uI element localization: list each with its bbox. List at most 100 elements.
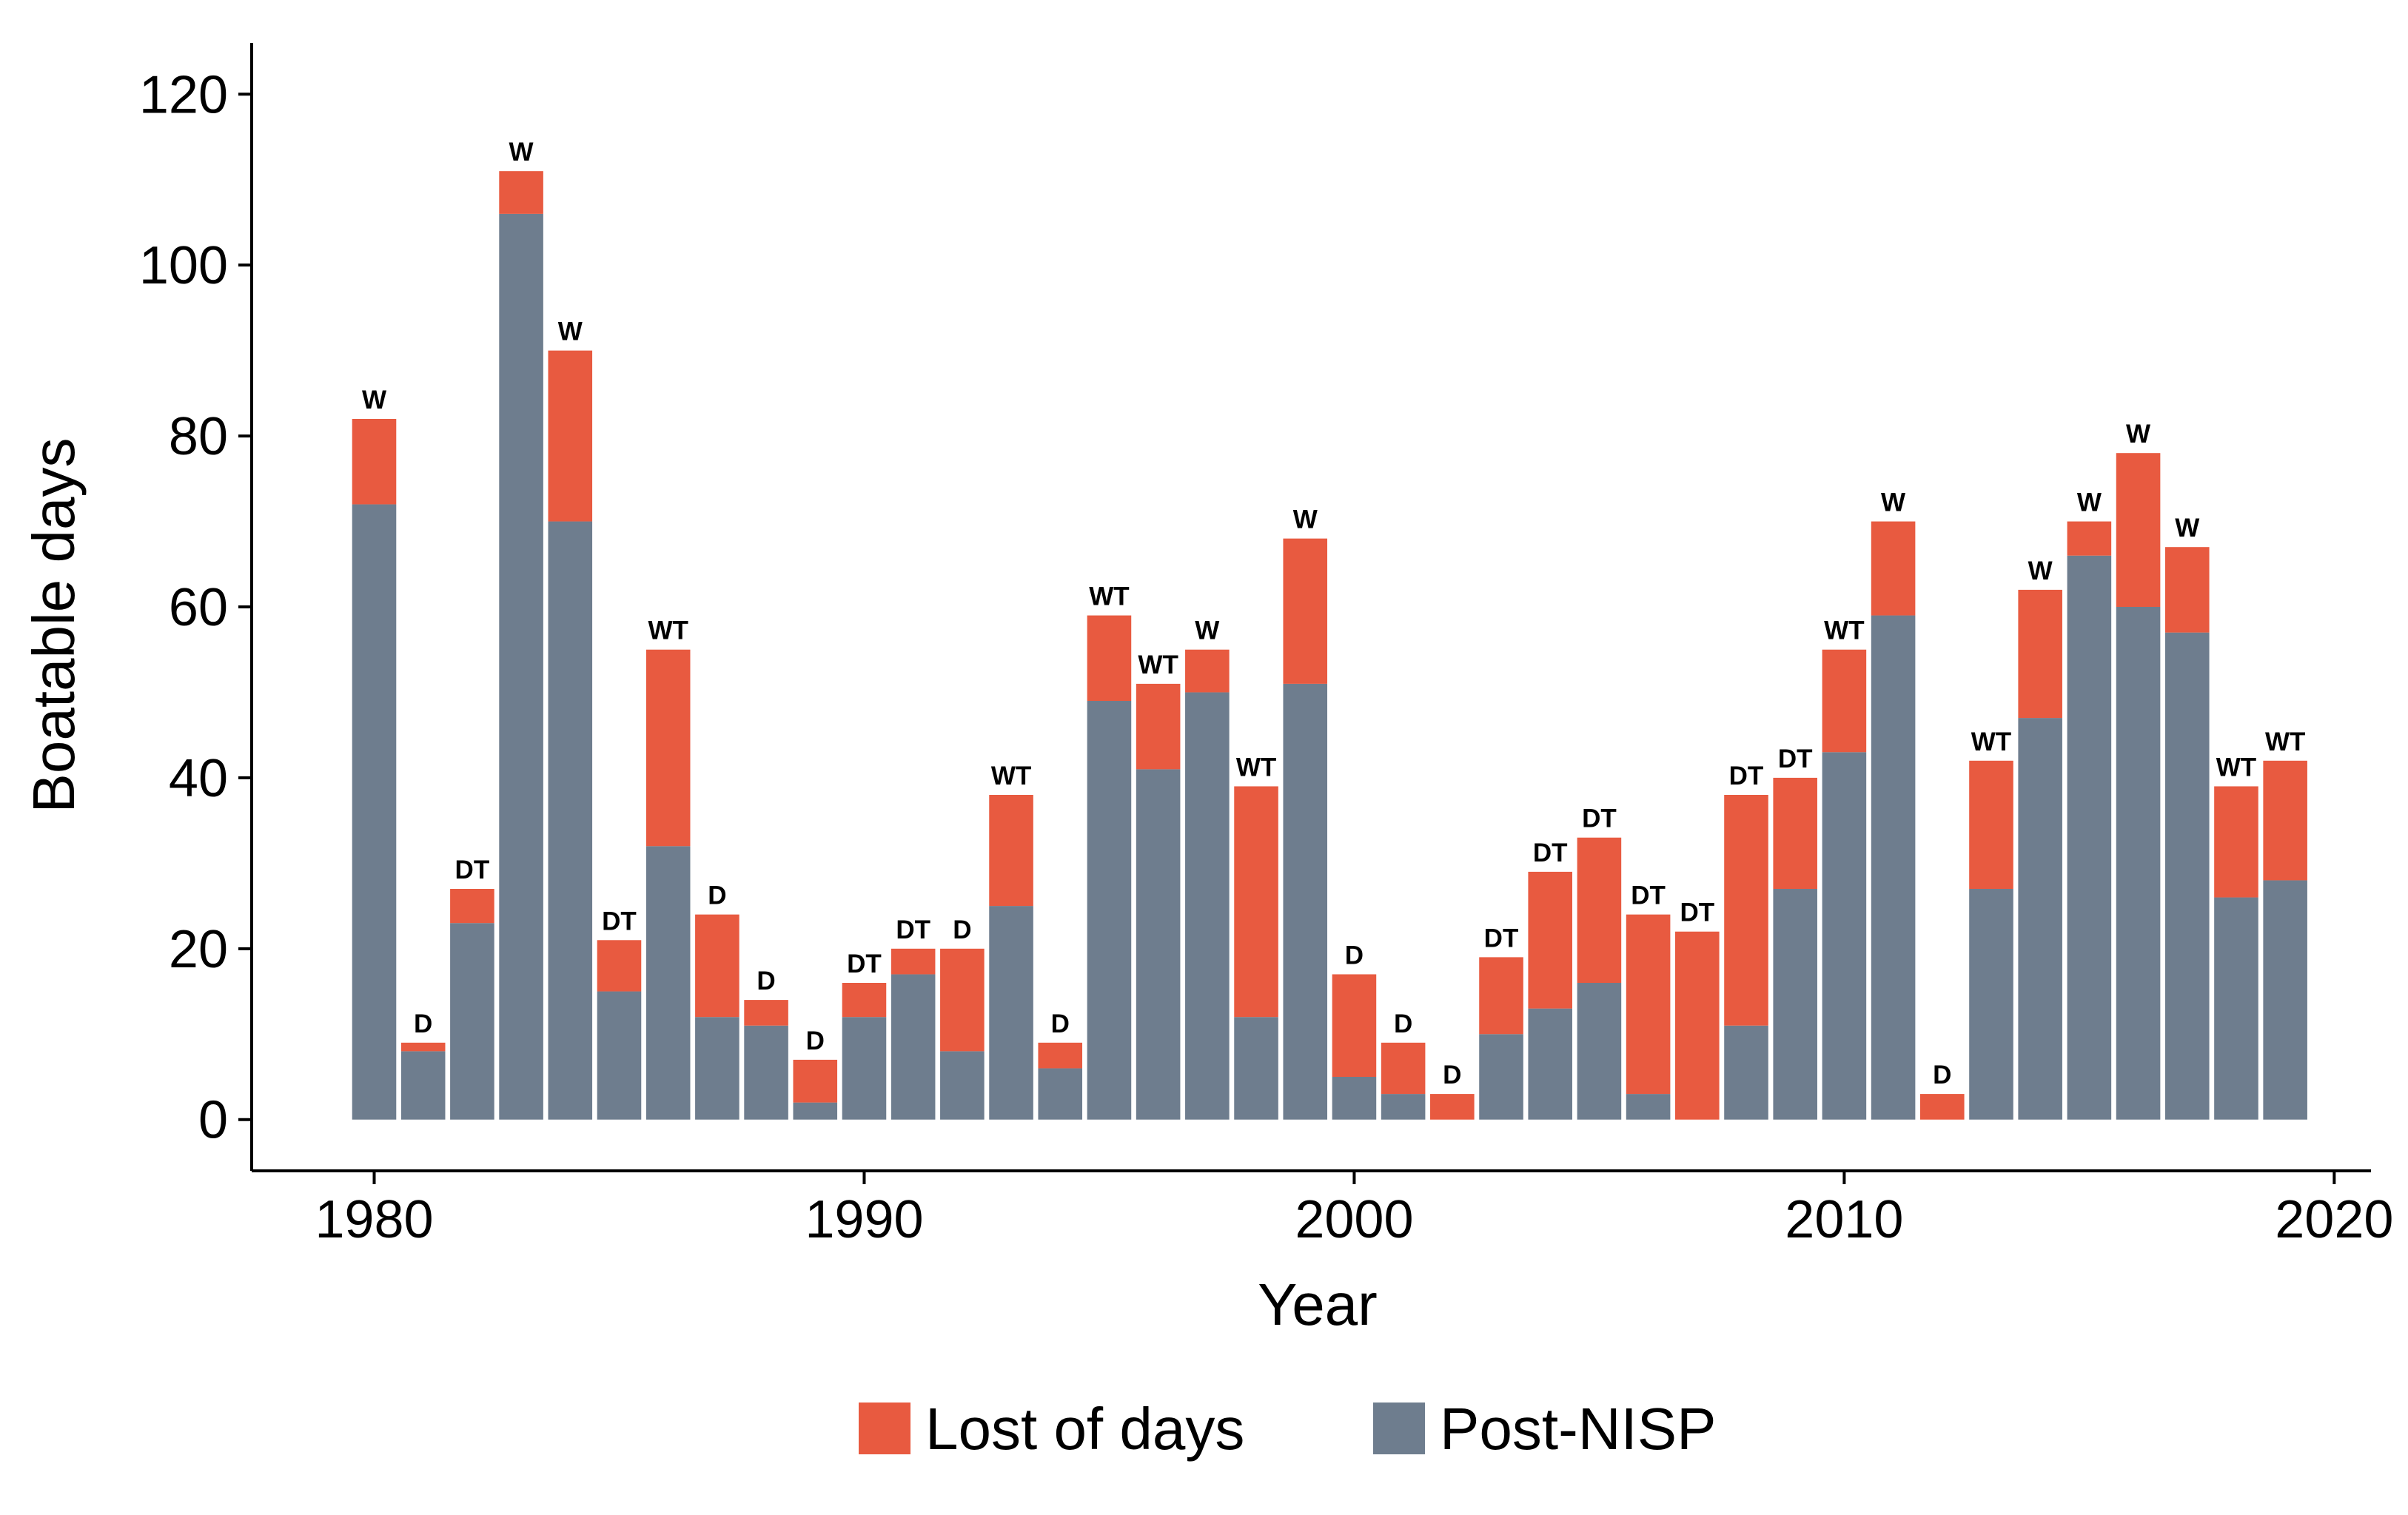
bar-lost-days-1995: [1087, 615, 1132, 701]
bar-post-nisp-2000: [1332, 1077, 1377, 1120]
x-tick-label-2020: 2020: [2275, 1190, 2393, 1249]
bar-lost-days-2018: [2214, 786, 2258, 898]
bar-post-nisp-1987: [695, 1017, 739, 1120]
bar-lost-days-1985: [597, 940, 642, 992]
bar-lost-days-1980: [352, 419, 397, 505]
bar-label-2005: DT: [1582, 804, 1617, 833]
bar-label-1994: D: [1051, 1010, 1070, 1038]
bar-lost-days-2008: [1724, 795, 1768, 1026]
bar-lost-days-1999: [1283, 538, 1328, 684]
bar-label-1992: D: [953, 916, 971, 944]
bar-post-nisp-1990: [842, 1017, 887, 1120]
bar-post-nisp-2005: [1577, 983, 1622, 1120]
bar-lost-days-1984: [548, 350, 593, 522]
bar-lost-days-2013: [1969, 760, 2013, 889]
bar-label-2016: W: [2126, 420, 2150, 449]
bar-lost-days-2003: [1479, 957, 1523, 1035]
bar-post-nisp-2006: [1626, 1094, 1671, 1120]
bar-lost-days-2010: [1822, 649, 1867, 753]
bar-lost-days-2011: [1871, 521, 1916, 616]
bar-lost-days-1982: [450, 889, 494, 924]
bar-label-2001: D: [1394, 1010, 1412, 1038]
bar-lost-days-2004: [1528, 871, 1572, 1009]
y-tick-label-20: 20: [169, 920, 228, 979]
bar-post-nisp-1988: [744, 1025, 788, 1120]
bar-label-2004: DT: [1533, 839, 1568, 867]
bars-layer: [352, 171, 2307, 1120]
bar-lost-days-2012: [1919, 1094, 1965, 1120]
bar-label-2002: D: [1443, 1061, 1461, 1089]
y-tick-label-0: 0: [198, 1091, 228, 1150]
legend: Lost of days Post-NISP: [859, 1396, 1716, 1462]
bar-label-2013: WT: [1971, 728, 2011, 756]
y-tick-label-120: 120: [139, 65, 228, 124]
bar-post-nisp-1982: [450, 923, 494, 1120]
bar-post-nisp-1999: [1283, 683, 1328, 1120]
bar-post-nisp-2014: [2018, 718, 2062, 1120]
bar-post-nisp-2018: [2214, 897, 2258, 1120]
bar-post-nisp-1984: [548, 521, 593, 1120]
bar-label-1982: DT: [455, 856, 490, 884]
bar-label-1989: D: [806, 1027, 825, 1055]
legend-swatch-0: [859, 1403, 910, 1454]
bar-post-nisp-1995: [1087, 701, 1132, 1120]
bar-lost-days-2019: [2263, 760, 2307, 881]
bar-post-nisp-2015: [2067, 555, 2112, 1120]
bar-label-1995: WT: [1089, 582, 1129, 611]
y-tick-label-80: 80: [169, 407, 228, 466]
bar-labels-layer: W D DT W W DT WT D D D DT DT D WT D WT WT W WT W D D D DT DT DT DT…: [362, 138, 2305, 1089]
y-tick-label-60: 60: [169, 578, 228, 637]
bar-post-nisp-2013: [1969, 889, 2013, 1120]
bar-label-1980: W: [362, 386, 386, 414]
bar-label-1993: WT: [991, 762, 1031, 790]
bar-post-nisp-1998: [1234, 1017, 1278, 1120]
bar-post-nisp-2008: [1724, 1025, 1768, 1120]
bar-post-nisp-2003: [1479, 1034, 1523, 1120]
bar-lost-days-2005: [1577, 837, 1622, 983]
bar-lost-days-1990: [842, 983, 887, 1018]
legend-swatch-1: [1373, 1403, 1425, 1454]
legend-label-1: Post-NISP: [1440, 1396, 1716, 1462]
bar-lost-days-2006: [1626, 914, 1671, 1095]
y-tick-label-40: 40: [169, 749, 228, 808]
x-tick-label-2010: 2010: [1785, 1190, 1903, 1249]
bar-label-2007: DT: [1680, 898, 1714, 927]
bar-lost-days-1988: [744, 1000, 788, 1026]
bar-post-nisp-1983: [499, 213, 543, 1120]
bar-lost-days-1992: [940, 948, 985, 1052]
bar-post-nisp-2011: [1871, 615, 1916, 1120]
bar-post-nisp-2017: [2164, 632, 2210, 1120]
bar-lost-days-1986: [645, 649, 691, 847]
bar-post-nisp-1997: [1185, 692, 1230, 1120]
legend-label-0: Lost of days: [925, 1396, 1244, 1462]
bar-post-nisp-1980: [352, 504, 397, 1120]
axes-layer: 0 20 40 60 80 100 120 1980 1990 2000 2010 2020: [139, 43, 2393, 1249]
bar-lost-days-1991: [891, 948, 936, 975]
bar-label-1981: D: [414, 1010, 432, 1038]
x-tick-label-1990: 1990: [805, 1190, 923, 1249]
bar-label-1991: DT: [896, 916, 930, 944]
bar-lost-days-2000: [1332, 974, 1377, 1077]
bar-label-2011: W: [1881, 488, 1905, 517]
bar-label-1984: W: [558, 318, 583, 346]
bar-post-nisp-1994: [1038, 1068, 1083, 1120]
bar-label-2006: DT: [1631, 881, 1666, 910]
bar-label-1983: W: [509, 138, 534, 167]
bar-label-2010: WT: [1824, 617, 1864, 645]
bar-post-nisp-1985: [597, 991, 642, 1120]
bar-lost-days-1989: [793, 1059, 838, 1103]
bar-post-nisp-2019: [2263, 880, 2307, 1120]
bar-label-2009: DT: [1778, 745, 1813, 773]
bar-post-nisp-2004: [1528, 1008, 1572, 1120]
y-axis-title: Boatable days: [21, 437, 87, 813]
bar-lost-days-2001: [1381, 1042, 1426, 1095]
bar-label-2014: W: [2028, 557, 2053, 585]
bar-label-2019: WT: [2265, 728, 2305, 756]
bar-lost-days-1994: [1038, 1042, 1083, 1069]
bar-lost-days-2017: [2164, 547, 2210, 633]
bar-post-nisp-1991: [891, 974, 936, 1120]
bar-lost-days-2015: [2067, 521, 2112, 556]
bar-label-2000: D: [1345, 941, 1364, 970]
bar-label-2012: D: [1933, 1061, 1951, 1089]
